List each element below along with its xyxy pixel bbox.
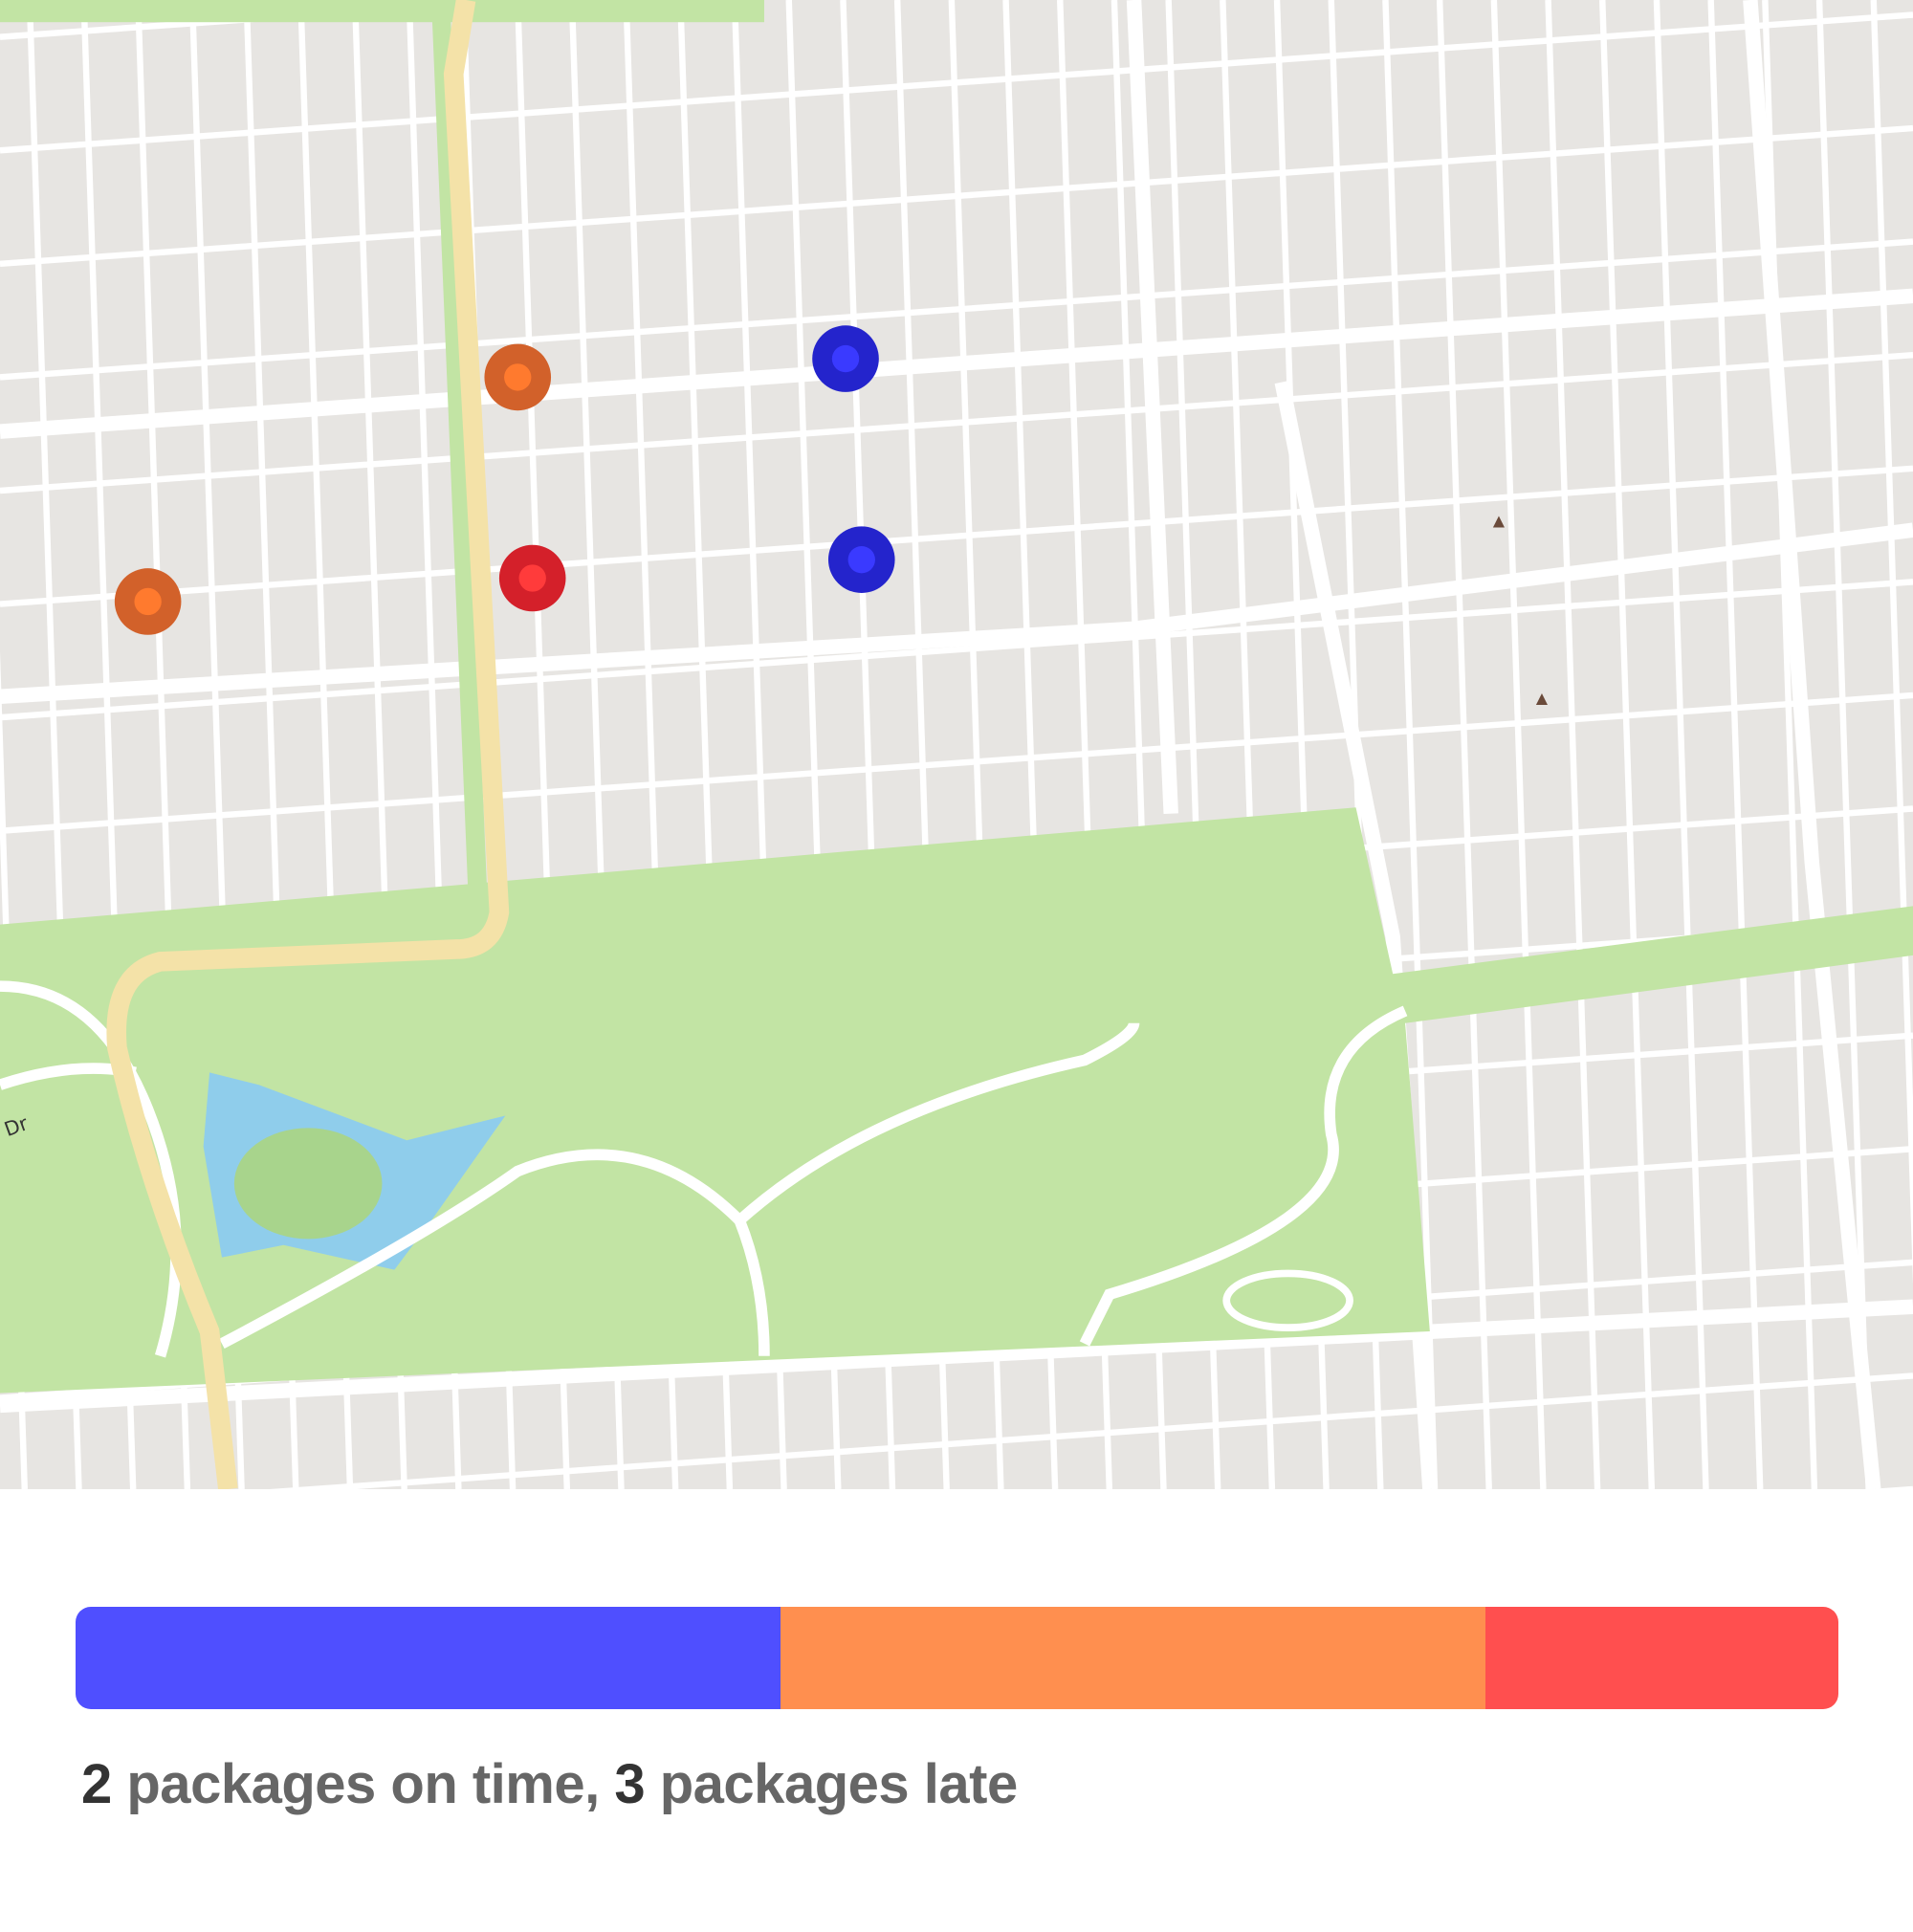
marker-center [134,587,162,616]
street [0,351,1913,494]
very-late-segment [1485,1607,1838,1709]
marker-center [831,344,860,373]
stadium [1222,1269,1353,1332]
park-roads [0,980,1408,1358]
markers [114,325,895,635]
major-streets [0,0,1913,1489]
marker-center [504,363,532,391]
street [1870,0,1913,1284]
street [0,238,1913,381]
street [1436,0,1492,1489]
on-time-text: packages on time, [111,1753,615,1815]
street [269,1372,1913,1489]
on-time-segment [76,1607,781,1709]
street [0,124,1913,268]
delivery-progress-bar [76,1607,1838,1709]
street [0,579,1913,721]
street [0,11,1913,154]
peak-icon: ▲ [1489,511,1508,533]
delivery-summary: 2 packages on time, 3 packages late [81,1752,1018,1816]
street [1382,0,1439,1489]
panhandle-park [431,0,488,900]
late-segment [781,1607,1486,1709]
on-time-count: 2 [81,1753,112,1815]
street [1545,0,1601,1489]
island [233,1128,383,1240]
marker-center [847,545,875,574]
peak-icon: ▲ [1532,688,1551,710]
street [1653,0,1709,1489]
street [0,692,1913,834]
park-top [0,0,764,23]
highway [106,0,510,1489]
map[interactable]: Dr ▲ ▲ [0,0,1913,1489]
marker-center [518,564,546,592]
late-count: 3 [614,1753,646,1815]
late-text: packages late [645,1753,1018,1815]
street [1599,0,1656,1489]
street [1490,0,1547,1489]
street [0,465,1913,607]
street [1707,0,1764,1489]
